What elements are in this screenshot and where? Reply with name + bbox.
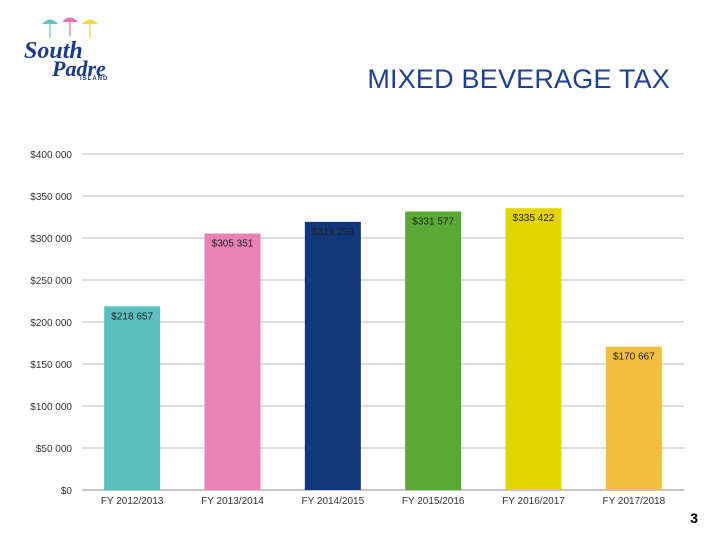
x-tick-label: FY 2012/2013: [101, 496, 164, 507]
south-padre-island-logo: South Padre ISLAND: [24, 17, 108, 82]
umbrella-icon: [82, 19, 98, 38]
x-tick-label: FY 2013/2014: [201, 496, 264, 507]
x-tick-label: FY 2015/2016: [402, 496, 465, 507]
y-tick-label: $50 000: [36, 444, 73, 455]
bar: [605, 346, 662, 490]
data-label: $319,259: [312, 227, 354, 238]
logo-island-text: ISLAND: [80, 76, 108, 82]
y-tick-label: $400 000: [30, 150, 72, 161]
data-label: $218 657: [111, 311, 153, 322]
slide-title: MIXED BEVERAGE TAX: [367, 64, 670, 94]
page-number: 3: [690, 510, 698, 526]
bar: [104, 306, 161, 490]
data-label: $305 351: [212, 239, 254, 250]
y-tick-label: $100 000: [30, 402, 72, 413]
y-tick-label: $200 000: [30, 318, 72, 329]
logo-padre-text: Padre: [51, 56, 106, 81]
logo-south-text: South: [24, 38, 83, 64]
data-label: $331 577: [412, 216, 454, 227]
x-tick-label: FY 2017/2018: [603, 496, 666, 507]
x-tick-label: FY 2014/2015: [302, 496, 365, 507]
umbrella-icon: [62, 17, 78, 36]
y-tick-label: $150 000: [30, 360, 72, 371]
y-tick-label: $250 000: [30, 276, 72, 287]
data-label: $170 667: [613, 352, 655, 363]
bar: [204, 233, 261, 490]
data-label: $335 422: [513, 213, 555, 224]
bar: [505, 208, 562, 490]
bar: [405, 211, 462, 490]
y-tick-label: $300 000: [30, 234, 72, 245]
bar: [304, 221, 361, 490]
y-tick-label: $350 000: [30, 192, 72, 203]
x-tick-label: FY 2016/2017: [502, 496, 565, 507]
umbrella-icon: [42, 19, 58, 38]
y-tick-label: $0: [61, 486, 73, 497]
